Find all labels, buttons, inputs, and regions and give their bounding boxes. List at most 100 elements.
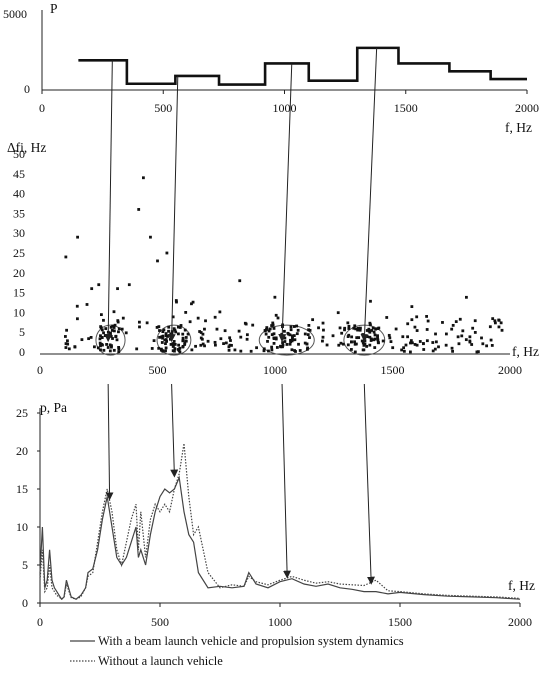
scatter-point: [171, 315, 175, 319]
scatter-point: [311, 318, 315, 322]
scatter-point: [224, 341, 228, 345]
scatter-point: [346, 335, 350, 338]
scatter-point: [150, 347, 154, 350]
scatter-point: [167, 329, 170, 333]
scatter-point: [117, 327, 121, 331]
scatter-point: [219, 337, 223, 341]
scatter-point: [201, 342, 205, 346]
scatter-point: [359, 326, 362, 330]
scatter-point: [321, 335, 325, 339]
scatter-point: [406, 322, 410, 326]
scatter-point: [493, 321, 497, 325]
scatter-point: [188, 320, 192, 324]
scatter-point: [176, 332, 180, 336]
scatter-point: [422, 348, 426, 351]
scatter-point: [177, 343, 181, 347]
scatter-point: [145, 321, 149, 325]
scatter-point: [355, 336, 359, 340]
scatter-point: [159, 348, 163, 352]
scatter-point: [249, 349, 253, 353]
scatter-point: [105, 343, 108, 346]
top-ytick-0: 0: [24, 82, 30, 96]
scatter-point: [171, 345, 175, 348]
scatter-point: [458, 317, 462, 321]
scatter-point: [73, 345, 77, 349]
scatter-point: [112, 326, 116, 329]
scatter-point: [406, 335, 410, 339]
scatter-point: [157, 346, 161, 350]
scatter-point: [181, 336, 185, 340]
scatter-point: [289, 340, 293, 344]
top-ylabel: P: [50, 1, 58, 16]
scatter-point: [402, 349, 406, 353]
bottom-xtick-label: 1500: [388, 615, 412, 629]
scatter-point: [308, 336, 311, 339]
middle-ytick-label: 20: [13, 266, 25, 280]
scatter-point: [96, 346, 100, 350]
legend-label-solid: With a beam launch vehicle and propulsio…: [98, 634, 404, 648]
scatter-point: [369, 337, 373, 341]
scatter-point: [138, 325, 141, 329]
scatter-point: [172, 327, 176, 331]
scatter-point: [358, 328, 362, 332]
scatter-point: [308, 328, 312, 332]
scatter-point: [270, 348, 274, 352]
scatter-point: [360, 339, 364, 343]
scatter-point: [488, 325, 492, 329]
scatter-point: [80, 338, 84, 342]
scatter-point: [497, 325, 501, 329]
scatter-point: [173, 342, 177, 346]
scatter-point: [322, 328, 325, 332]
scatter-point: [191, 300, 195, 304]
scatter-point: [340, 331, 344, 335]
scatter-point: [410, 305, 414, 309]
cluster-ellipse: [156, 324, 192, 356]
scatter-point: [111, 324, 115, 328]
scatter-point: [283, 329, 286, 333]
scatter-point: [239, 335, 243, 339]
scatter-point: [137, 208, 141, 211]
scatter-point: [190, 302, 193, 306]
scatter-point: [385, 316, 389, 319]
scatter-point: [213, 315, 217, 319]
scatter-point: [75, 304, 79, 308]
scatter-point: [200, 337, 204, 341]
scatter-point: [362, 343, 366, 347]
scatter-point: [271, 323, 275, 327]
scatter-point: [237, 329, 241, 333]
scatter-point: [500, 328, 504, 332]
scatter-point: [99, 313, 103, 317]
scatter-point: [409, 350, 412, 354]
scatter-point: [400, 348, 404, 352]
scatter-point: [473, 331, 477, 334]
scatter-point: [352, 326, 356, 330]
scatter-point: [116, 320, 120, 324]
scatter-point: [372, 338, 376, 342]
bottom-ytick-label: 10: [16, 520, 28, 534]
scatter-point: [264, 332, 268, 336]
scatter-point: [372, 330, 376, 334]
scatter-point: [434, 332, 437, 336]
scatter-point: [164, 338, 168, 341]
scatter-point: [402, 346, 406, 350]
scatter-point: [337, 343, 341, 347]
scatter-point: [272, 336, 276, 340]
scatter-point: [215, 327, 219, 331]
scatter-point: [251, 323, 255, 327]
scatter-point: [465, 295, 468, 299]
scatter-point: [410, 318, 414, 322]
scatter-point: [89, 336, 93, 339]
scatter-point: [361, 341, 365, 345]
scatter-point: [281, 343, 285, 347]
bottom-ytick-label: 20: [16, 444, 28, 458]
scatter-point: [98, 341, 102, 345]
scatter-point: [387, 333, 391, 337]
middle-ytick-label: 30: [13, 226, 25, 240]
scatter-point: [114, 334, 118, 338]
scatter-point: [117, 347, 121, 351]
scatter-point: [368, 343, 372, 347]
scatter-point: [413, 325, 417, 329]
scatter-point: [317, 326, 320, 330]
scatter-point: [418, 340, 422, 343]
